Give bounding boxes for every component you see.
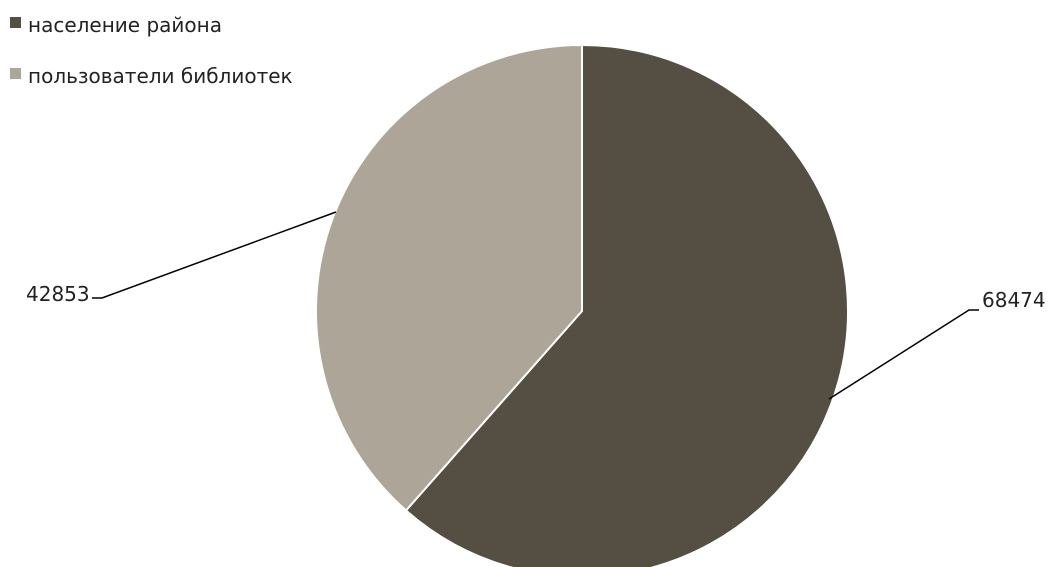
leader-line-population [828, 309, 979, 400]
legend-swatch-population [10, 17, 21, 28]
leader-lines [92, 211, 979, 400]
legend-swatch-library-users [10, 68, 21, 79]
pie-slices [315, 43, 849, 567]
leader-line-library-users [92, 211, 337, 299]
pie-slice-population [404, 43, 849, 567]
pie-slice-library-users [315, 43, 583, 512]
legend-item-library-users: пользователи библиотек [10, 64, 293, 88]
legend-label-population: население района [28, 13, 222, 37]
legend: население района пользователи библиотек [10, 13, 293, 88]
data-label-population: 68474 [982, 288, 1046, 312]
legend-label-library-users: пользователи библиотек [28, 64, 293, 88]
legend-item-population: население района [10, 13, 222, 37]
data-label-library-users: 42853 [26, 282, 90, 306]
